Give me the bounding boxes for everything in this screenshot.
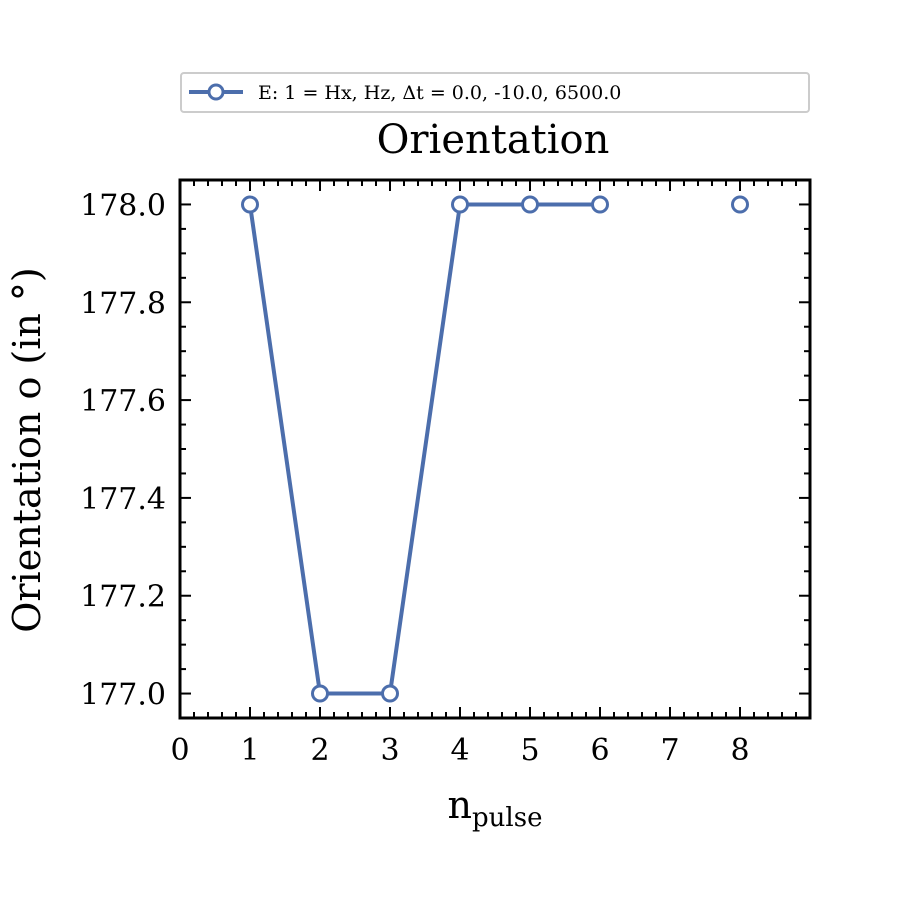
y-tick-label: 177.4: [80, 482, 166, 517]
x-tick-label: 7: [660, 733, 679, 768]
x-tick-label: 3: [380, 733, 399, 768]
data-point: [451, 195, 469, 214]
x-tick-label: 6: [590, 733, 609, 768]
x-tick-label: 8: [730, 733, 749, 768]
x-axis-label-subscript: pulse: [472, 803, 542, 833]
x-tick-label: 2: [310, 733, 329, 768]
y-axis-label: Orientation o (in °): [5, 267, 49, 633]
legend: E: 1 = Hx, Hz, Δt = 0.0, -10.0, 6500.0: [180, 72, 810, 113]
y-tick-label: 177.0: [80, 678, 166, 713]
y-tick-label: 177.8: [80, 286, 166, 321]
x-tick-label: 0: [170, 733, 189, 768]
y-tick-label: 177.2: [80, 580, 166, 615]
x-axis-label: npulse: [448, 783, 543, 833]
x-axis: 0 1 2 3 4 5 6 7 8: [170, 180, 811, 768]
x-tick-label: 5: [520, 733, 539, 768]
y-axis: 177.0 177.2 177.4 177.6 177.8 178.0: [80, 179, 810, 719]
y-tick-label: 177.6: [80, 384, 166, 419]
legend-box: [180, 72, 810, 113]
data-point: [591, 195, 609, 214]
axes-frame: [178, 178, 812, 720]
legend-marker-swatch: [207, 83, 225, 101]
data-point: [311, 684, 329, 703]
series-line-segment: [388, 202, 462, 696]
data-point: [521, 195, 539, 214]
x-tick-label: 1: [240, 733, 259, 768]
x-tick-label: 4: [450, 733, 469, 768]
x-axis-label-main: n: [448, 783, 472, 827]
series-line-segment: [248, 202, 322, 696]
plot-area: [178, 178, 812, 720]
data-point: [241, 195, 259, 214]
data-point: [381, 684, 399, 703]
y-tick-label: 178.0: [80, 188, 166, 223]
series-layer: [241, 195, 749, 703]
chart-title: Orientation: [377, 117, 610, 163]
data-point: [731, 195, 749, 214]
legend-label: E: 1 = Hx, Hz, Δt = 0.0, -10.0, 6500.0: [258, 82, 621, 104]
